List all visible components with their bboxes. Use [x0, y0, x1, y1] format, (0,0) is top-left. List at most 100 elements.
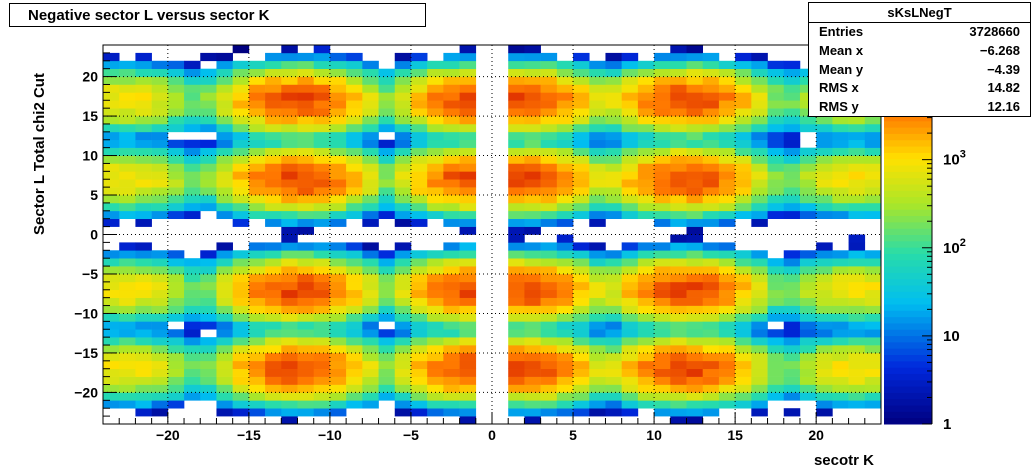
heatmap-cell [832, 321, 849, 330]
heatmap-cell [540, 131, 558, 141]
heatmap-cell [670, 289, 687, 298]
heatmap-cell [200, 313, 217, 322]
heatmap-cell [654, 163, 671, 172]
heatmap-cell [151, 376, 169, 385]
heatmap-cell [556, 187, 574, 196]
heatmap-cell [297, 52, 315, 62]
heatmap-cell [783, 202, 801, 212]
heatmap-cell [119, 108, 136, 117]
heatmap-cell [297, 218, 315, 227]
heatmap-cell [799, 329, 817, 338]
heatmap-cell [119, 210, 136, 220]
heatmap-cell [265, 187, 282, 196]
heatmap-cell [103, 218, 120, 227]
heatmap-cell [394, 76, 412, 85]
heatmap-cell [232, 100, 250, 109]
heatmap-cell [799, 163, 817, 172]
heatmap-cell [605, 202, 622, 212]
heatmap-cell [362, 321, 379, 330]
heatmap-cell [589, 408, 606, 417]
heatmap-cell [216, 384, 233, 393]
heatmap-cell [573, 163, 590, 172]
heatmap-cell [248, 179, 266, 188]
heatmap-cell [427, 273, 444, 283]
heatmap-cell [751, 139, 768, 148]
heatmap-cell [540, 92, 558, 101]
y-tick-label: 20 [82, 69, 98, 85]
heatmap-cell [686, 305, 704, 314]
heatmap-cell [410, 179, 428, 188]
heatmap-cell [443, 84, 460, 93]
heatmap-cell [589, 337, 606, 346]
heatmap-cell [265, 242, 282, 251]
heatmap-cell [443, 100, 460, 109]
heatmap-cell [540, 210, 558, 220]
colorbar-band [884, 291, 932, 299]
heatmap-cell [135, 131, 152, 141]
colorbar-band [884, 221, 932, 229]
heatmap-cell [281, 289, 298, 298]
heatmap-cell [248, 202, 266, 212]
heatmap-cell [540, 392, 558, 401]
stats-row-rms-x: RMS x 14.82 [819, 80, 1020, 95]
heatmap-cell [378, 305, 396, 314]
heatmap-cell [346, 321, 363, 330]
heatmap-cell [410, 289, 428, 298]
heatmap-cell [443, 360, 460, 370]
heatmap-cell [119, 305, 136, 314]
heatmap-cell [119, 297, 136, 306]
heatmap-cell [329, 76, 347, 85]
heatmap-cell [151, 60, 169, 69]
heatmap-cell [816, 313, 833, 322]
heatmap-cell [119, 242, 136, 251]
heatmap-cell [427, 258, 444, 267]
heatmap-cell [459, 258, 477, 267]
heatmap-cell [524, 147, 541, 156]
heatmap-cell [248, 84, 266, 93]
heatmap-cell [216, 52, 233, 62]
heatmap-cell [394, 139, 412, 148]
heatmap-cell [556, 337, 574, 346]
heatmap-cell [686, 345, 704, 354]
heatmap-cell [670, 163, 687, 172]
heatmap-cell [508, 45, 525, 54]
heatmap-cell [265, 352, 282, 362]
heatmap-cell [556, 250, 574, 259]
heatmap-cell [686, 242, 704, 251]
heatmap-cell [151, 76, 169, 85]
heatmap-cell [119, 92, 136, 101]
heatmap-cell [605, 337, 622, 346]
heatmap-cell [362, 100, 379, 109]
heatmap-cell [184, 60, 201, 69]
heatmap-cell [200, 139, 217, 148]
heatmap-cell [621, 92, 639, 101]
heatmap-cell [346, 352, 363, 362]
heatmap-cell [346, 297, 363, 306]
heatmap-cell [864, 400, 882, 409]
heatmap-cell [297, 360, 315, 370]
heatmap-cell [540, 360, 558, 370]
heatmap-cell [702, 139, 720, 148]
heatmap-cell [751, 305, 768, 314]
heatmap-cell [297, 368, 315, 377]
heatmap-cell [556, 84, 574, 93]
heatmap-cell [151, 305, 169, 314]
heatmap-cell [329, 84, 347, 93]
heatmap-cell [621, 171, 639, 180]
heatmap-cell [443, 250, 460, 259]
heatmap-cell [508, 139, 525, 148]
colorbar-band [884, 310, 932, 318]
heatmap-cell [459, 171, 477, 180]
heatmap-cell [265, 297, 282, 306]
heatmap-cell [459, 416, 477, 425]
heatmap-cell [394, 84, 412, 93]
heatmap-cell [297, 139, 315, 148]
heatmap-cell [718, 376, 736, 385]
heatmap-cell [427, 116, 444, 125]
heatmap-cell [200, 187, 217, 196]
heatmap-cell [524, 92, 541, 101]
heatmap-cell [459, 139, 477, 148]
heatmap-cell [524, 250, 541, 259]
heatmap-cell [751, 195, 768, 204]
colorbar-band [884, 360, 932, 368]
